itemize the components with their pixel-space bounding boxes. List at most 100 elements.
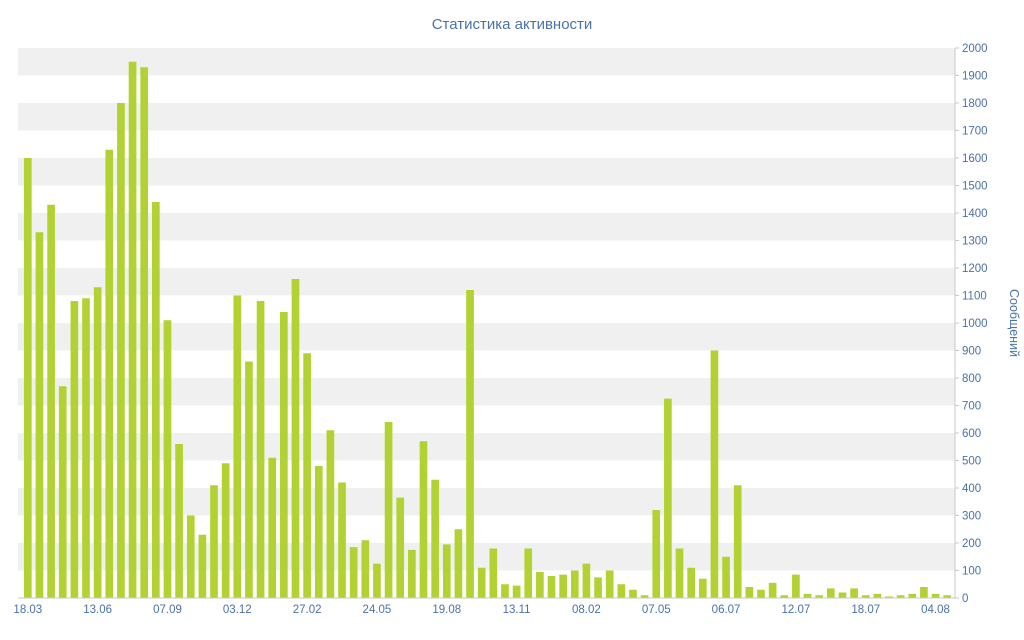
bar[interactable] <box>594 577 602 598</box>
bar[interactable] <box>850 588 858 598</box>
bar[interactable] <box>698 578 707 598</box>
bar[interactable] <box>640 595 649 598</box>
bar[interactable] <box>384 422 393 598</box>
bar[interactable] <box>931 593 940 598</box>
bar[interactable] <box>373 563 381 598</box>
bar[interactable] <box>873 593 882 598</box>
bar[interactable] <box>570 570 579 599</box>
bar[interactable] <box>291 279 300 598</box>
bar[interactable] <box>210 485 218 598</box>
bar[interactable] <box>687 567 695 598</box>
bar[interactable] <box>442 544 451 598</box>
bar[interactable] <box>582 563 591 598</box>
y-tick-label: 1500 <box>962 181 988 193</box>
bar[interactable] <box>268 457 277 598</box>
bar[interactable] <box>559 574 567 598</box>
bar[interactable] <box>105 149 114 598</box>
bar[interactable] <box>82 298 90 598</box>
y-tick-label: 1600 <box>962 153 988 165</box>
y-tick-label: 2000 <box>962 43 988 55</box>
grid-band <box>18 185 955 213</box>
y-tick-label: 400 <box>962 483 981 495</box>
bar[interactable] <box>524 548 533 599</box>
bar[interactable] <box>838 592 847 599</box>
grid-band <box>18 240 955 268</box>
bar[interactable] <box>815 595 824 598</box>
bar[interactable] <box>186 515 195 599</box>
bar[interactable] <box>501 584 509 598</box>
bar[interactable] <box>117 103 125 598</box>
bar[interactable] <box>675 548 684 599</box>
bar[interactable] <box>128 61 137 598</box>
bar[interactable] <box>885 596 893 599</box>
bar[interactable] <box>896 595 905 598</box>
bar[interactable] <box>768 582 777 598</box>
bar[interactable] <box>908 593 917 598</box>
bar[interactable] <box>396 497 405 598</box>
bar[interactable] <box>466 290 474 598</box>
bar[interactable] <box>338 482 346 599</box>
bar[interactable] <box>408 549 416 598</box>
bar[interactable] <box>629 589 637 598</box>
y-tick-label: 1400 <box>962 208 988 220</box>
bar[interactable] <box>47 204 55 598</box>
bar[interactable] <box>361 540 370 598</box>
grid-band <box>18 350 955 378</box>
y-tick-label: 200 <box>962 538 981 550</box>
x-tick-label: 08.02 <box>572 604 601 616</box>
bar[interactable] <box>419 441 428 598</box>
bar[interactable] <box>303 353 311 598</box>
bar[interactable] <box>233 295 242 599</box>
bar[interactable] <box>163 320 172 598</box>
bar[interactable] <box>477 567 486 598</box>
bar[interactable] <box>23 158 32 598</box>
bar[interactable] <box>792 574 800 598</box>
x-tick-label: 13.11 <box>503 604 531 616</box>
bar[interactable] <box>757 589 765 598</box>
bar[interactable] <box>58 386 67 598</box>
grid-band <box>18 48 955 76</box>
bar[interactable] <box>733 485 742 598</box>
bar[interactable] <box>652 510 661 598</box>
x-tick-label: 24.05 <box>363 604 392 616</box>
bar[interactable] <box>151 202 160 598</box>
bar[interactable] <box>617 584 626 598</box>
bar[interactable] <box>349 547 358 598</box>
y-tick-label: 0 <box>962 593 968 605</box>
bar[interactable] <box>198 534 207 598</box>
bar[interactable] <box>861 595 870 598</box>
x-tick-label: 18.03 <box>13 604 42 616</box>
bar[interactable] <box>489 548 498 599</box>
bar[interactable] <box>745 587 754 598</box>
bar[interactable] <box>826 588 835 598</box>
bar[interactable] <box>140 67 149 598</box>
bar[interactable] <box>605 570 614 599</box>
bar[interactable] <box>943 595 952 598</box>
x-tick-label: 19.08 <box>432 604 461 616</box>
bar[interactable] <box>93 287 102 598</box>
bar[interactable] <box>280 312 288 598</box>
bar[interactable] <box>256 301 265 598</box>
bar[interactable] <box>722 556 730 598</box>
grid-band <box>18 405 955 433</box>
bar[interactable] <box>536 571 544 598</box>
bar[interactable] <box>35 232 44 598</box>
bar[interactable] <box>803 593 812 598</box>
grid-band <box>18 158 955 186</box>
bar[interactable] <box>920 587 928 598</box>
bar[interactable] <box>245 361 253 599</box>
bar[interactable] <box>175 444 183 598</box>
x-tick-label: 03.12 <box>223 604 252 616</box>
bar[interactable] <box>221 463 230 598</box>
bar[interactable] <box>512 585 521 598</box>
y-tick-label: 900 <box>962 346 981 358</box>
bar[interactable] <box>70 301 79 598</box>
bar[interactable] <box>454 529 463 598</box>
bar[interactable] <box>780 595 789 598</box>
bar[interactable] <box>664 398 672 598</box>
bar[interactable] <box>431 479 439 598</box>
bar[interactable] <box>314 466 323 598</box>
bar[interactable] <box>710 350 719 599</box>
bar[interactable] <box>326 430 335 598</box>
bar[interactable] <box>547 576 556 598</box>
